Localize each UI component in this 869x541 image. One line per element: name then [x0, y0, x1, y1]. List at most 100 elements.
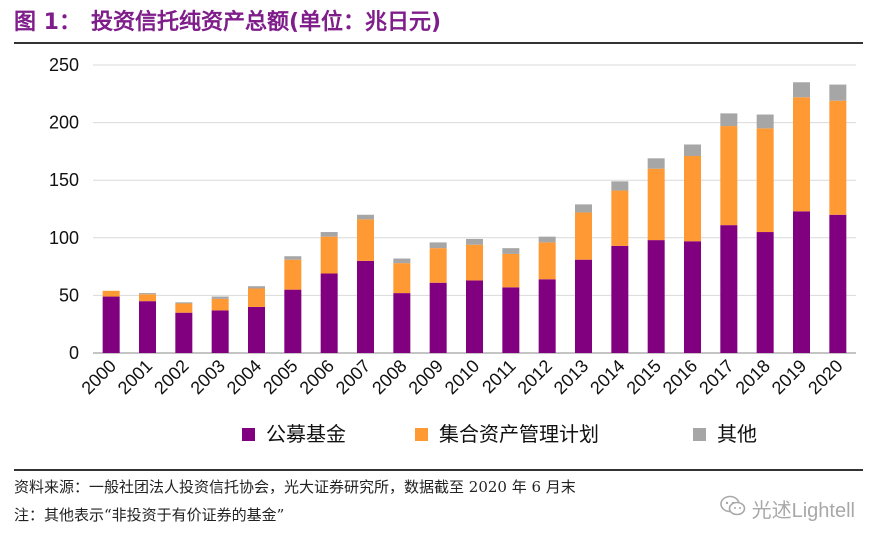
legend-swatch — [693, 428, 706, 441]
bar-segment-public-fund — [320, 273, 338, 353]
bar-segment-public-fund — [538, 279, 556, 353]
watermark: 光述Lightell — [719, 494, 855, 523]
footnote: 注：其他表示“非投资于有价证券的基金” — [14, 506, 285, 524]
bar-segment-public-fund — [720, 225, 738, 353]
bar-segment-collective-plan — [320, 236, 338, 274]
bar-segment-collective-plan — [756, 128, 774, 233]
x-tick-label: 2009 — [405, 356, 447, 398]
bar-segment-collective-plan — [684, 156, 701, 242]
x-tick-label: 2016 — [659, 356, 701, 398]
y-tick-label: 0 — [69, 343, 79, 363]
x-tick-label: 2004 — [223, 356, 265, 398]
bar-segment-collective-plan — [647, 168, 665, 241]
bar-segment-public-fund — [647, 240, 665, 353]
bar-segment-other — [720, 113, 738, 127]
bar-segment-public-fund — [684, 241, 701, 353]
x-tick-label: 2015 — [623, 356, 665, 398]
figure-title: 图 1： 投资信托纯资产总额(单位：兆日元) — [14, 6, 441, 40]
bar-segment-other — [393, 258, 411, 264]
bar-segment-collective-plan — [466, 244, 483, 281]
bar-segment-collective-plan — [139, 294, 156, 302]
x-tick-label: 2013 — [550, 356, 592, 398]
bar-segment-other — [684, 144, 701, 157]
bar-segment-other — [575, 204, 592, 213]
legend-label: 其他 — [717, 422, 757, 446]
x-tick-label: 2011 — [478, 356, 520, 398]
stacked-bar-chart: 0501001502002502000200120022003200420052… — [49, 55, 856, 446]
x-tick-label: 2017 — [695, 356, 737, 398]
bar-segment-other — [502, 248, 520, 254]
x-tick-label: 2020 — [804, 356, 846, 398]
top-divider — [14, 42, 863, 44]
bar-segment-other — [284, 256, 302, 260]
bar-segment-collective-plan — [611, 190, 629, 246]
bar-segment-other — [829, 84, 847, 101]
bar-segment-public-fund — [611, 245, 629, 353]
bar-segment-collective-plan — [429, 248, 447, 283]
bottom-divider — [14, 469, 863, 471]
bar-segment-collective-plan — [393, 263, 411, 294]
source-note: 资料来源：一般社团法人投资信托协会，光大证券研究所，数据截至 2020 年 6 … — [14, 478, 576, 496]
x-tick-label: 2003 — [187, 356, 229, 398]
bar-segment-collective-plan — [829, 100, 847, 215]
bar-segment-other — [357, 214, 374, 220]
x-tick-label: 2005 — [259, 356, 301, 398]
bar-segment-public-fund — [793, 211, 810, 353]
bar-segment-public-fund — [139, 301, 156, 353]
bar-segment-public-fund — [284, 289, 302, 353]
bar-segment-collective-plan — [175, 303, 193, 313]
x-tick-label: 2019 — [768, 356, 810, 398]
x-tick-label: 2008 — [368, 356, 410, 398]
bar-segment-other — [756, 114, 774, 129]
x-tick-label: 2002 — [150, 356, 192, 398]
bar-segment-other — [139, 293, 156, 295]
legend-label: 公募基金 — [266, 422, 346, 446]
bar-segment-public-fund — [429, 282, 447, 353]
x-tick-label: 2007 — [332, 356, 374, 398]
bar-segment-other — [211, 296, 229, 299]
bar-segment-collective-plan — [538, 242, 556, 280]
bar-segment-other — [538, 236, 556, 243]
bar-segment-collective-plan — [575, 212, 592, 260]
x-tick-label: 2010 — [441, 356, 483, 398]
bar-segment-public-fund — [829, 214, 847, 353]
bar-segment-collective-plan — [102, 290, 120, 297]
y-tick-label: 150 — [49, 170, 79, 190]
y-tick-label: 50 — [59, 285, 79, 305]
x-tick-label: 2006 — [296, 356, 338, 398]
bar-segment-public-fund — [175, 312, 193, 353]
legend-label: 集合资产管理计划 — [439, 422, 599, 446]
figure-label: 图 1： — [14, 10, 81, 35]
bar-segment-other — [793, 82, 810, 98]
bar-segment-public-fund — [575, 259, 592, 353]
bar-segment-other — [248, 286, 265, 289]
bar-segment-public-fund — [357, 260, 374, 353]
bar-segment-public-fund — [248, 306, 265, 353]
bar-segment-collective-plan — [720, 126, 738, 226]
chart-title: 投资信托纯资产总额(单位：兆日元) — [90, 10, 442, 35]
bar-segment-public-fund — [466, 280, 483, 353]
bar-segment-public-fund — [756, 232, 774, 353]
y-tick-label: 200 — [49, 113, 79, 133]
legend-swatch — [415, 428, 428, 441]
bar-segment-collective-plan — [248, 288, 265, 307]
bar-segment-public-fund — [502, 287, 520, 353]
y-tick-label: 100 — [49, 228, 79, 248]
wechat-icon — [719, 495, 746, 523]
bar-segment-other — [466, 238, 483, 245]
bar-segment-public-fund — [211, 310, 229, 353]
x-tick-label: 2000 — [78, 356, 120, 398]
bar-segment-collective-plan — [357, 219, 374, 261]
bar-segment-other — [320, 232, 338, 237]
watermark-text: 光述Lightell — [751, 500, 855, 522]
bar-segment-collective-plan — [502, 253, 520, 288]
x-tick-label: 2012 — [514, 356, 556, 398]
bar-segment-other — [175, 302, 193, 304]
x-tick-label: 2018 — [732, 356, 774, 398]
bar-segment-collective-plan — [284, 259, 302, 290]
bar-segment-collective-plan — [211, 298, 229, 311]
bar-segment-public-fund — [102, 296, 120, 353]
x-tick-label: 2001 — [114, 356, 156, 398]
legend-swatch — [242, 428, 255, 441]
bar-segment-public-fund — [393, 293, 411, 353]
